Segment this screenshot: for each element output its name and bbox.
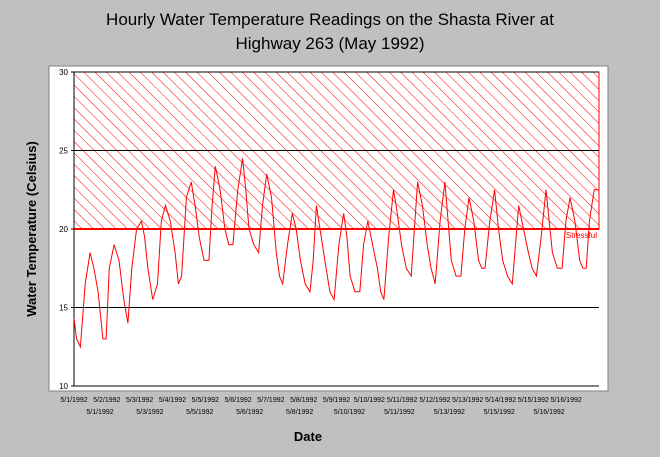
x-tick-label: 5/16/1992 [534, 409, 565, 416]
y-axis-label: Water Temperature (Celsius) [24, 141, 39, 317]
y-tick-label: 15 [59, 304, 68, 313]
y-tick-label: 20 [59, 225, 68, 234]
x-tick-label: 5/10/1992 [334, 409, 365, 416]
x-tick-label: 5/11/1992 [387, 397, 418, 404]
x-tick-label: 5/14/1992 [485, 397, 516, 404]
y-tick-label: 25 [59, 147, 68, 156]
y-tick-label: 10 [59, 382, 68, 391]
chart-title-line2: Highway 263 (May 1992) [235, 34, 425, 53]
x-tick-label: 5/15/1992 [484, 409, 515, 416]
x-tick-label: 5/3/1992 [126, 397, 153, 404]
x-tick-label: 5/9/1992 [323, 397, 350, 404]
x-tick-label: 5/6/1992 [236, 409, 263, 416]
x-tick-label: 5/6/1992 [224, 397, 251, 404]
x-tick-label: 5/11/1992 [384, 409, 415, 416]
x-tick-label: 5/8/1992 [286, 409, 313, 416]
threshold-label: Stressful [566, 231, 597, 240]
x-tick-label: 5/13/1992 [452, 397, 483, 404]
series-line [73, 158, 598, 349]
chart-title-line1: Hourly Water Temperature Readings on the… [106, 10, 554, 29]
x-tick-label: 5/5/1992 [186, 409, 213, 416]
x-tick-label: 5/12/1992 [419, 397, 450, 404]
x-tick-label: 5/1/1992 [60, 397, 87, 404]
x-tick-label: 5/5/1992 [192, 397, 219, 404]
x-axis-label: Date [294, 429, 322, 444]
x-tick-label: 5/16/1992 [551, 397, 582, 404]
x-tick-label: 5/1/1992 [86, 409, 113, 416]
x-tick-label: 5/4/1992 [159, 397, 186, 404]
x-tick-label: 5/10/1992 [354, 397, 385, 404]
x-tick-label: 5/8/1992 [290, 397, 317, 404]
x-tick-label: 5/15/1992 [518, 397, 549, 404]
x-tick-label: 5/7/1992 [257, 397, 284, 404]
x-tick-label: 5/3/1992 [136, 409, 163, 416]
x-tick-label: 5/2/1992 [93, 397, 120, 404]
x-tick-label: 5/13/1992 [434, 409, 465, 416]
y-tick-label: 30 [59, 68, 68, 77]
